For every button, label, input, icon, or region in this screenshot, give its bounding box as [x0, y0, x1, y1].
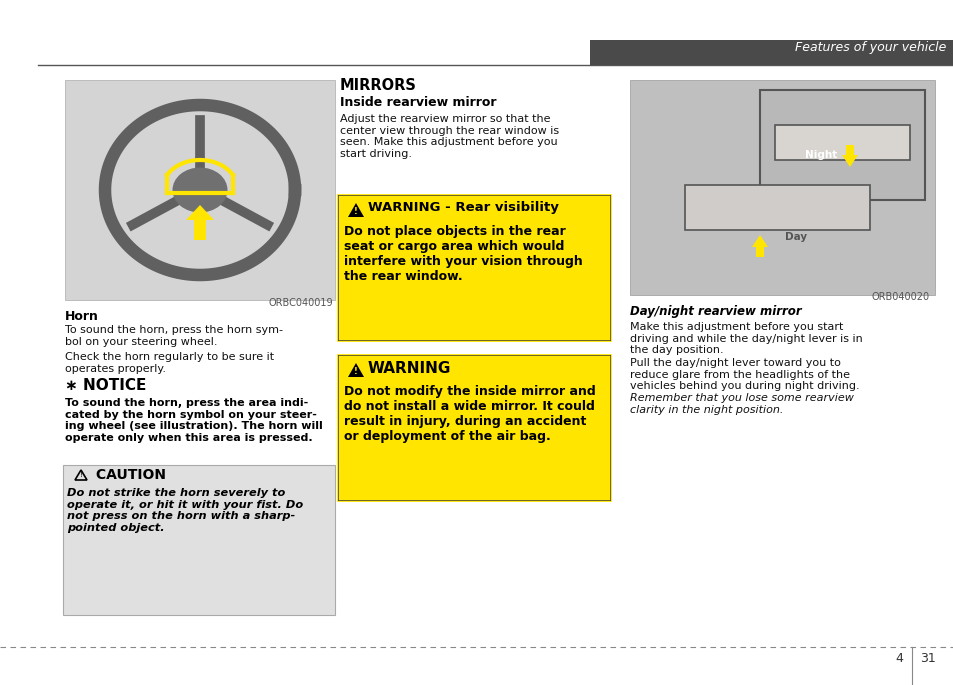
Text: Horn: Horn: [65, 310, 99, 323]
Bar: [337, 195, 609, 340]
Ellipse shape: [172, 168, 227, 212]
Text: ORB040020: ORB040020: [871, 292, 929, 302]
Polygon shape: [348, 203, 364, 217]
Polygon shape: [751, 235, 767, 247]
Text: Night: Night: [804, 150, 837, 160]
Text: 31: 31: [919, 652, 935, 665]
Text: Features of your vehicle: Features of your vehicle: [794, 41, 945, 54]
Bar: [755, 247, 763, 257]
Bar: [845, 145, 853, 155]
Bar: [589, 40, 953, 65]
Text: WARNING - Rear visibility: WARNING - Rear visibility: [368, 201, 558, 214]
Text: Day/night rearview mirror: Day/night rearview mirror: [629, 305, 801, 318]
Text: Inside rearview mirror: Inside rearview mirror: [339, 96, 496, 109]
Bar: [193, 220, 206, 240]
Text: !: !: [79, 472, 82, 478]
Text: Check the horn regularly to be sure it
operates properly.: Check the horn regularly to be sure it o…: [65, 352, 274, 373]
Text: Do not modify the inside mirror and
do not install a wide mirror. It could
resul: Do not modify the inside mirror and do n…: [344, 385, 595, 443]
Text: Do not strike the horn severely to
operate it, or hit it with your fist. Do
not : Do not strike the horn severely to opera…: [67, 488, 303, 533]
Bar: [760, 90, 924, 200]
Text: !: !: [354, 366, 357, 375]
Text: Do not place objects in the rear
seat or cargo area which would
interfere with y: Do not place objects in the rear seat or…: [344, 225, 582, 283]
Bar: [63, 465, 335, 615]
Bar: [774, 125, 909, 160]
Text: To sound the horn, press the area indi-
cated by the horn symbol on your steer-
: To sound the horn, press the area indi- …: [65, 398, 322, 443]
Polygon shape: [841, 155, 857, 167]
Bar: [65, 80, 335, 300]
Text: CAUTION: CAUTION: [91, 468, 166, 482]
Text: Adjust the rearview mirror so that the
center view through the rear window is
se: Adjust the rearview mirror so that the c…: [339, 114, 558, 159]
Text: 4: 4: [894, 652, 902, 665]
Text: Day: Day: [784, 232, 806, 242]
Text: To sound the horn, press the horn sym-
bol on your steering wheel.: To sound the horn, press the horn sym- b…: [65, 325, 283, 347]
Text: MIRRORS: MIRRORS: [339, 78, 416, 93]
Bar: [684, 185, 869, 230]
Text: ∗ NOTICE: ∗ NOTICE: [65, 378, 146, 393]
Text: Pull the day/night lever toward you to
reduce glare from the headlights of the
v: Pull the day/night lever toward you to r…: [629, 358, 859, 391]
Text: ORBC040019: ORBC040019: [268, 298, 333, 308]
Polygon shape: [186, 205, 213, 220]
Text: Make this adjustment before you start
driving and while the day/night lever is i: Make this adjustment before you start dr…: [629, 322, 862, 356]
Text: Remember that you lose some rearview
clarity in the night position.: Remember that you lose some rearview cla…: [629, 393, 853, 414]
Bar: [337, 355, 609, 500]
Text: WARNING: WARNING: [368, 361, 451, 376]
Text: !: !: [354, 206, 357, 216]
Polygon shape: [348, 363, 364, 377]
Bar: [629, 80, 934, 295]
